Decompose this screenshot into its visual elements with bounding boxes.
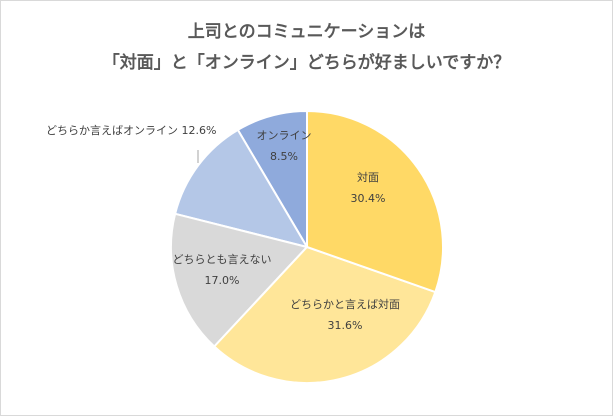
slice-percent: 31.6% xyxy=(327,319,363,332)
chart-title-line2: 「対面」と「オンライン」どちらが好ましいですか？ xyxy=(102,53,511,73)
slice-name: どちらとも言えない xyxy=(172,253,272,266)
slice-percent: 12.6% xyxy=(181,124,217,137)
slice-label-online: オンライン 8.5% xyxy=(257,125,312,167)
slice-label-rather-online: どちらか言えばオンライン 12.6% xyxy=(46,122,216,138)
chart-title-line1: 上司とのコミュニケーションは xyxy=(187,22,426,42)
slice-percent: 30.4% xyxy=(350,192,386,205)
slice-percent: 17.0% xyxy=(204,274,240,287)
pie-slice-1 xyxy=(212,245,437,384)
slice-name: オンライン xyxy=(256,129,312,142)
slice-label-taimen: 対面 30.4% xyxy=(351,167,386,209)
pie-slice-0 xyxy=(306,109,444,294)
slice-name: どちらか言えばオンライン xyxy=(46,124,178,137)
slice-name: 対面 xyxy=(356,171,379,184)
slice-label-rather-taimen: どちらかと言えば対面 31.6% xyxy=(290,294,400,336)
pie-slice-3 xyxy=(173,128,310,249)
slice-label-neither: どちらとも言えない 17.0% xyxy=(173,249,272,291)
pie-slice-2 xyxy=(170,212,309,348)
slice-percent: 8.5% xyxy=(270,150,298,163)
slice-name: どちらかと言えば対面 xyxy=(290,298,400,311)
